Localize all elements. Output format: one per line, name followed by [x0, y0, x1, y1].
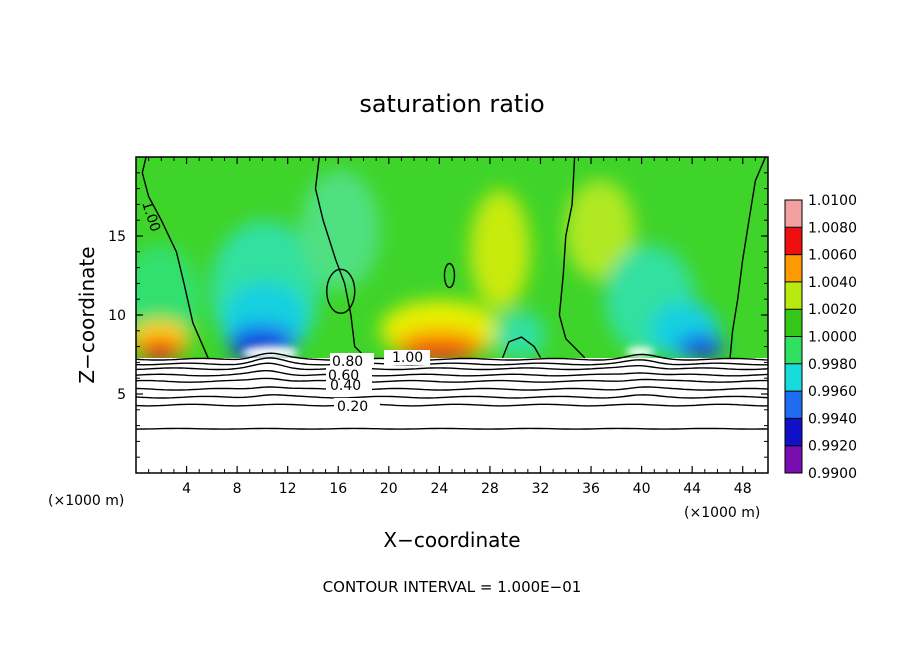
colorbar-segment — [785, 404, 802, 419]
y-axis-label: Z−coordinate — [75, 246, 99, 383]
colorbar-segment — [785, 459, 802, 474]
colorbar-segment — [785, 322, 802, 337]
colorbar-segment — [785, 200, 802, 215]
y-axis: 5 10 15 — [108, 172, 768, 458]
x-unit-label-right: (×1000 m) — [684, 505, 760, 521]
contour-line-horizontal — [136, 377, 768, 383]
contour-line-horizontal — [136, 403, 768, 407]
colorbar-segment — [785, 391, 802, 406]
colorbar-label: 0.9920 — [808, 439, 857, 455]
contour-label-bg — [330, 353, 374, 367]
contour-line-horizontal — [136, 352, 768, 361]
colorbar-label: 1.0020 — [808, 302, 857, 318]
colorbar-segment — [785, 281, 802, 297]
colorbar: 1.0100 1.0080 1.0060 1.0040 1.0020 1.0000 0.99… — [784, 193, 857, 482]
colorbar-segment — [785, 254, 802, 269]
colorbar-segment — [785, 240, 802, 256]
colorbar-segment — [785, 418, 802, 433]
contour-line-1-00 — [314, 157, 367, 359]
blob-yellowgreen-2 — [565, 180, 635, 280]
x-tick-label: 36 — [582, 481, 600, 497]
x-tick-label: 40 — [633, 481, 651, 497]
x-axis-label: X−coordinate — [383, 528, 520, 552]
blob-darkblue-3 — [691, 346, 719, 358]
colorbar-label: 1.0100 — [808, 193, 857, 209]
x-tick-label: 8 — [233, 481, 242, 497]
colorbar-label: 1.0040 — [808, 275, 857, 291]
colorbar-segment — [785, 336, 802, 351]
contour-loop-1 — [326, 268, 356, 314]
colorbar-segment — [785, 309, 802, 324]
contour-line-horizontal — [136, 370, 768, 377]
colorbar-label: 0.9960 — [808, 384, 857, 400]
blob-cyan-2 — [494, 311, 546, 358]
x-tick-label: 12 — [279, 481, 297, 497]
x-tick-label: 4 — [182, 481, 191, 497]
blob-left-red — [138, 340, 182, 358]
colorbar-segment — [785, 213, 802, 228]
blob-yellowgreen-1 — [470, 190, 530, 310]
colorbar-label: 1.0080 — [808, 220, 857, 236]
y-tick-label: 15 — [108, 229, 126, 245]
colorbar-label: 0.9980 — [808, 357, 857, 373]
colorbar-label: 0.9900 — [808, 466, 857, 482]
x-tick-label: 16 — [329, 481, 347, 497]
x-tick-label: 44 — [683, 481, 701, 497]
chart-title: saturation ratio — [359, 90, 544, 118]
colorbar-segment — [785, 363, 802, 378]
x-tick-label: 28 — [481, 481, 499, 497]
x-unit-label-left: (×1000 m) — [48, 493, 124, 509]
x-tick-label: 48 — [734, 481, 752, 497]
colorbar-segment — [785, 268, 802, 283]
contour-line-horizontal — [136, 394, 768, 399]
contour-label-6: 1.00 — [392, 350, 423, 366]
contour-line-1-00 — [141, 157, 209, 358]
contour-interval-note: CONTOUR INTERVAL = 1.000E−01 — [323, 578, 582, 596]
contour-label-3: 0.60 — [328, 368, 359, 384]
colorbar-label: 1.0060 — [808, 248, 857, 264]
x-tick-label: 32 — [532, 481, 550, 497]
colorbar-segment — [785, 295, 802, 310]
blob-light-green-1 — [300, 170, 380, 290]
colorbar-segment — [785, 445, 802, 460]
colorbar-segment — [785, 432, 802, 447]
y-tick-label: 5 — [117, 387, 126, 403]
contour-line-horizontal — [136, 362, 768, 371]
contour-label-bg — [334, 398, 380, 412]
color-field — [136, 157, 768, 473]
field-blobs — [136, 170, 724, 358]
contour-label-2: 0.80 — [332, 354, 363, 370]
contour-line-horizontal — [136, 427, 768, 430]
contour-line-1-00 — [729, 157, 767, 358]
contour-line-1-00 — [558, 157, 586, 359]
contour-dome — [501, 336, 542, 359]
contour-line-horizontal — [136, 357, 768, 366]
colorbar-segment — [785, 350, 802, 365]
contour-lines — [136, 157, 768, 430]
contour-loop-2 — [443, 262, 456, 289]
colorbar-label: 1.0000 — [808, 330, 857, 346]
colorbar-segment — [785, 377, 802, 392]
x-axis: 4 8 12 16 20 24 28 32 36 40 44 48 — [148, 157, 756, 497]
contour-line-horizontal — [136, 386, 768, 391]
colorbar-label: 0.9940 — [808, 411, 857, 427]
y-tick-label: 10 — [108, 308, 126, 324]
x-tick-label: 20 — [380, 481, 398, 497]
contour-label-4: 0.40 — [330, 378, 361, 394]
contour-label-bg — [326, 377, 372, 391]
contour-label-5: 0.20 — [337, 399, 368, 415]
x-tick-label: 24 — [430, 481, 448, 497]
colorbar-segment — [785, 227, 802, 242]
contour-label-bg — [384, 350, 430, 365]
